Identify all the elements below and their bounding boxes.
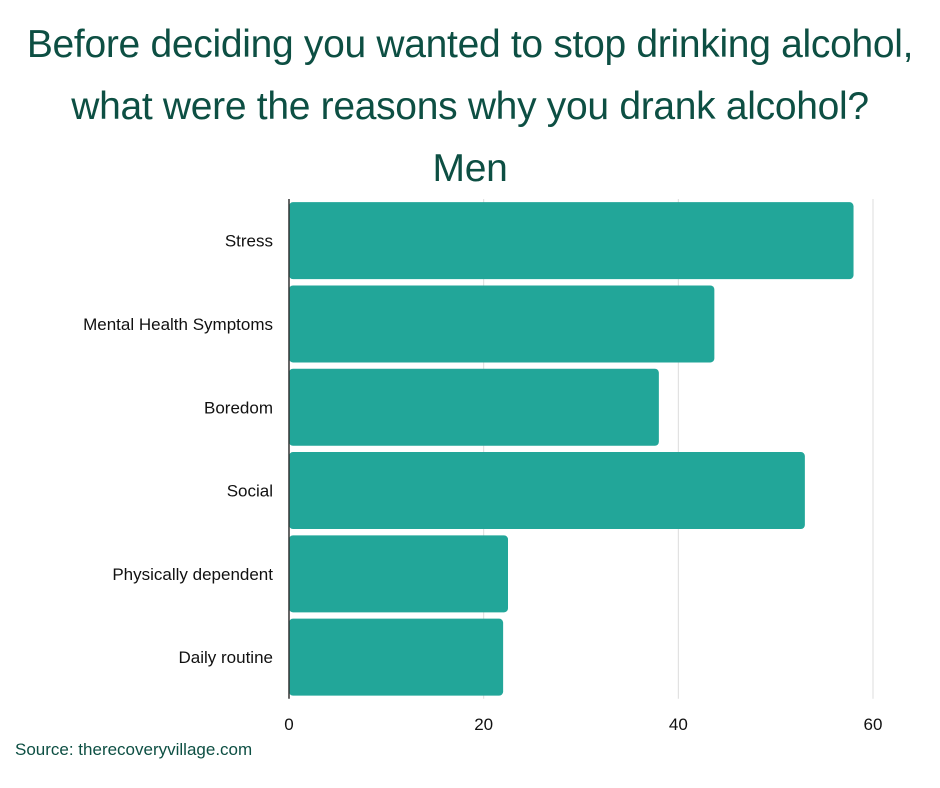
category-label: Physically dependent: [112, 565, 273, 584]
chart-title: Before deciding you wanted to stop drink…: [0, 14, 940, 200]
category-label: Social: [227, 482, 273, 501]
bar-social: [289, 452, 805, 530]
bar-boredom: [289, 368, 659, 446]
bar-stress: [289, 202, 854, 280]
source-note: Source: therecoveryvillage.com: [15, 740, 253, 759]
x-tick-label: 40: [669, 715, 688, 734]
category-label: Boredom: [204, 398, 273, 417]
chart-title-line-3: Men: [432, 147, 508, 190]
category-label: Mental Health Symptoms: [83, 315, 273, 334]
chart-title-line-2: what were the reasons why you drank alco…: [71, 85, 869, 128]
bar-mental-health-symptoms: [289, 285, 715, 363]
x-tick-label: 0: [284, 715, 293, 734]
x-tick-label: 60: [864, 715, 883, 734]
category-label: Stress: [225, 232, 273, 251]
category-label: Daily routine: [179, 648, 274, 667]
x-tick-label: 20: [474, 715, 493, 734]
chart-title-line-1: Before deciding you wanted to stop drink…: [26, 23, 914, 66]
bar-daily-routine: [289, 618, 504, 696]
bar-physically-dependent: [289, 535, 508, 613]
